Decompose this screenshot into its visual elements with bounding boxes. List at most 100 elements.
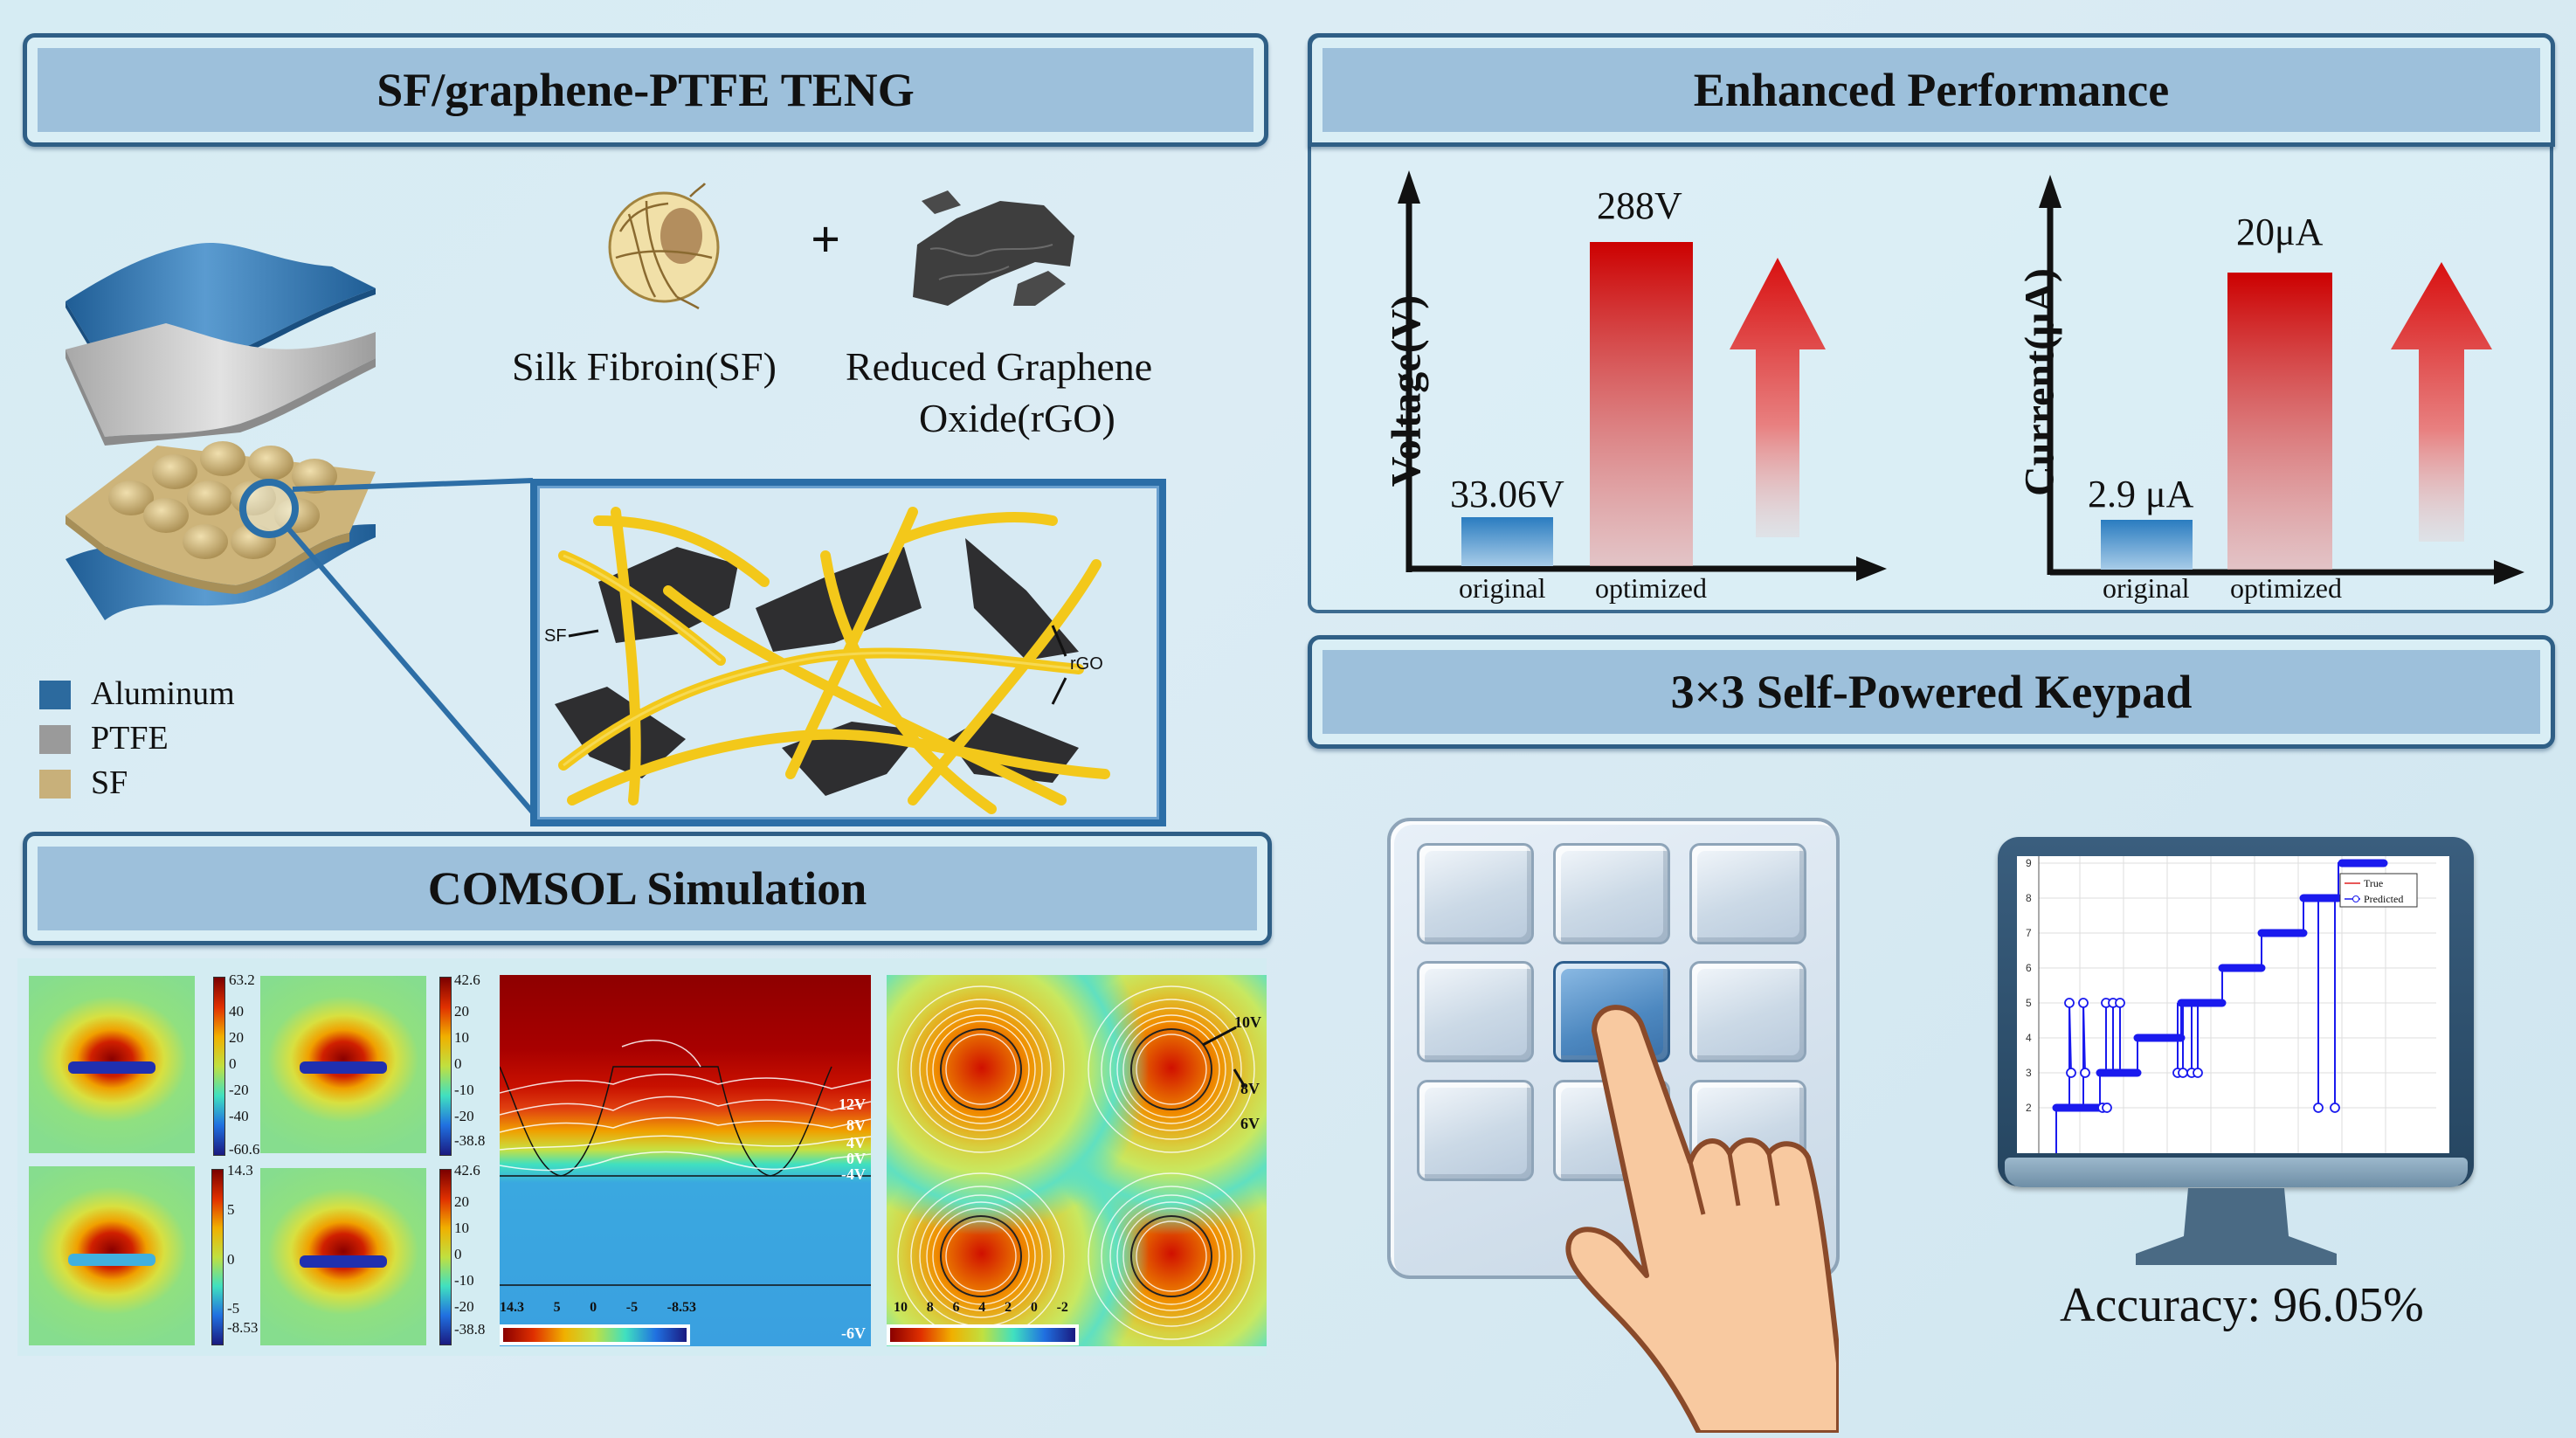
top-contour-8v: 8V xyxy=(1240,1080,1260,1097)
performance-title: Enhanced Performance xyxy=(1693,64,2170,116)
keypad-key-7[interactable] xyxy=(1417,1080,1534,1181)
potential-map-4 xyxy=(260,1168,426,1345)
colorbar-3-tick: 0 xyxy=(227,1251,235,1268)
top-contour-6v: 6V xyxy=(1240,1115,1260,1132)
colorbar-2-tick: 42.6 xyxy=(454,971,480,988)
monitor-stand xyxy=(2136,1188,2337,1265)
contour-label-8v: 8V xyxy=(846,1117,866,1134)
colorbar-4-tick: -38.8 xyxy=(454,1321,486,1338)
monitor-chin xyxy=(2005,1158,2468,1187)
current-category-optimized: optimized xyxy=(2230,572,2342,604)
legend-swatch-aluminum xyxy=(39,681,71,709)
svg-text:4: 4 xyxy=(2026,1032,2032,1044)
current-original-value: 2.9 μA xyxy=(2088,473,2194,515)
colorbar-1 xyxy=(213,977,225,1156)
colorbar-2-tick: 10 xyxy=(454,1029,469,1046)
svg-text:9: 9 xyxy=(2026,857,2032,869)
top-contour-10v: 10V xyxy=(1234,1013,1261,1031)
scale-tick: 4 xyxy=(978,1300,986,1315)
colorbar-2-tick: -20 xyxy=(454,1108,474,1124)
colorbar-1-tick: 63.2 xyxy=(229,971,255,988)
colorbar-3-tick: 14.3 xyxy=(227,1162,253,1179)
scale-tick: 10 xyxy=(894,1300,908,1315)
top-view-scale-labels: 10 8 6 4 2 0 -2 xyxy=(894,1300,1068,1316)
svg-text:8: 8 xyxy=(2026,892,2032,904)
sf-rgo-network-inset: SF rGO xyxy=(530,479,1166,826)
zoom-lines xyxy=(286,478,535,814)
colorbar-2-tick: 0 xyxy=(454,1055,462,1072)
rgo-material-label-line2: Oxide(rGO) xyxy=(919,396,1115,440)
scale-tick: -5 xyxy=(625,1300,639,1315)
colorbar-4 xyxy=(439,1169,452,1345)
scale-tick: 14.3 xyxy=(500,1300,524,1315)
svg-text:6: 6 xyxy=(2026,962,2032,974)
keypad-key-4[interactable] xyxy=(1417,961,1534,1062)
scale-tick: 5 xyxy=(553,1300,561,1315)
keypad-key-1[interactable] xyxy=(1417,843,1534,944)
voltage-ylabel: Voltage(V) xyxy=(1383,294,1430,487)
performance-title-frame: Enhanced Performance xyxy=(1308,33,2555,147)
prediction-chart: 9 8 7 6 5 4 3 2 True xyxy=(2026,856,2436,1153)
svg-text:3: 3 xyxy=(2026,1067,2032,1079)
performance-title-bar: Enhanced Performance xyxy=(1323,48,2540,132)
keypad-key-6[interactable] xyxy=(1689,961,1806,1062)
scale-tick: 2 xyxy=(1005,1300,1012,1315)
network-illustration: SF rGO xyxy=(544,507,1110,814)
colorbar-4-tick: 10 xyxy=(454,1220,469,1236)
monitor-screen: 9 8 7 6 5 4 3 2 True xyxy=(2017,856,2449,1153)
voltage-category-optimized: optimized xyxy=(1595,572,1707,604)
colorbar-3-tick: -5 xyxy=(227,1300,240,1317)
colorbar-2-tick: 20 xyxy=(454,1003,469,1020)
rgo-material-label-line1: Reduced Graphene xyxy=(846,344,1153,389)
contour-label-4v: 4V xyxy=(846,1134,866,1151)
scale-tick: 6 xyxy=(952,1300,960,1315)
current-optimized-value: 20μA xyxy=(2236,211,2324,253)
colorbar-2-tick: -10 xyxy=(454,1082,474,1098)
potential-map-3 xyxy=(29,1166,195,1345)
colorbar-4-tick: 42.6 xyxy=(454,1162,480,1179)
contour-label-0v: 0V xyxy=(846,1150,866,1167)
comsol-top-view: 10V 8V 6V 10 8 6 4 2 0 -2 xyxy=(887,975,1267,1346)
colorbar-2-tick: -38.8 xyxy=(454,1132,486,1149)
colorbar-1-tick: -60.6 xyxy=(229,1141,260,1158)
legend-swatch-ptfe xyxy=(39,725,71,754)
colorbar-3-tick: -8.53 xyxy=(227,1319,259,1336)
legend-predicted: Predicted xyxy=(2364,893,2403,905)
keypad-key-2[interactable] xyxy=(1553,843,1670,944)
colorbar-4-tick: 20 xyxy=(454,1193,469,1210)
colorbar-3 xyxy=(211,1169,224,1345)
inset-sf-callout: SF xyxy=(544,626,567,646)
legend-label-ptfe: PTFE xyxy=(91,720,169,757)
colorbar-4-tick: -20 xyxy=(454,1298,474,1315)
rgo-flakes-icon xyxy=(913,190,1074,306)
colorbar-1-tick: 20 xyxy=(229,1029,244,1046)
legend-true: True xyxy=(2364,877,2383,889)
plus-sign: + xyxy=(811,211,841,268)
pointing-hand-icon xyxy=(1565,1005,1839,1433)
legend-swatch-sf xyxy=(39,770,71,799)
comsol-cross-section: 12V 8V 4V 0V -4V -6V 14.3 5 0 -5 -8.53 xyxy=(500,975,871,1346)
contour-label-minus6v: -6V xyxy=(841,1324,866,1342)
voltage-original-value: 33.06V xyxy=(1450,473,1564,515)
keypad-title: 3×3 Self-Powered Keypad xyxy=(1670,666,2193,718)
scale-tick: 0 xyxy=(1030,1300,1038,1315)
contour-label-12v: 12V xyxy=(839,1096,866,1113)
colorbar-1-tick: 40 xyxy=(229,1003,244,1020)
potential-map-2 xyxy=(260,976,426,1153)
legend-label-sf: SF xyxy=(91,764,128,801)
svg-text:5: 5 xyxy=(2026,997,2032,1009)
comsol-title: COMSOL Simulation xyxy=(427,862,867,915)
cross-section-scale-labels: 14.3 5 0 -5 -8.53 xyxy=(500,1300,696,1316)
keypad-key-3[interactable] xyxy=(1689,843,1806,944)
teng-title: SF/graphene-PTFE TENG xyxy=(376,64,915,116)
voltage-optimized-value: 288V xyxy=(1597,184,1682,227)
sf-material-label: Silk Fibroin(SF) xyxy=(512,344,777,389)
scale-tick: -2 xyxy=(1056,1300,1068,1315)
colorbar-4-tick: -10 xyxy=(454,1272,474,1289)
comsol-title-bar: COMSOL Simulation xyxy=(38,847,1257,930)
svg-text:7: 7 xyxy=(2026,927,2032,939)
scale-tick: 0 xyxy=(590,1300,597,1315)
inset-rgo-callout: rGO xyxy=(1070,654,1103,674)
comsol-title-frame: COMSOL Simulation xyxy=(23,832,1272,945)
potential-map-1 xyxy=(29,976,195,1153)
